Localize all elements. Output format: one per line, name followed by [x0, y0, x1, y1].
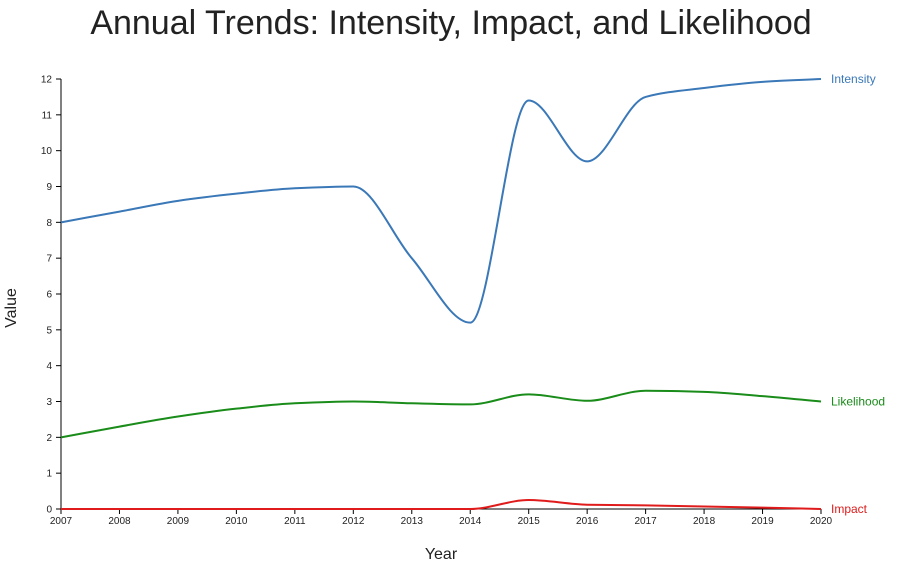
x-tick-label: 2017 — [634, 516, 657, 527]
x-tick-label: 2012 — [342, 516, 365, 527]
x-tick-label: 2011 — [284, 516, 306, 527]
x-tick-label: 2018 — [693, 516, 716, 527]
x-tick-label: 2016 — [576, 516, 599, 527]
series-line-impact — [60, 499, 822, 511]
y-tick-label: 1 — [46, 469, 52, 480]
x-axis-title: Year — [425, 546, 458, 563]
series-line-likelihood — [60, 389, 822, 439]
y-tick-label: 11 — [42, 110, 53, 121]
series-labels: Intensity Likelihood Impact — [831, 72, 885, 516]
y-tick-label: 3 — [46, 397, 52, 408]
y-tick-label: 2 — [46, 433, 52, 444]
series-line-intensity — [60, 78, 822, 324]
series-label-likelihood: Likelihood — [831, 395, 885, 409]
y-axis-title: Value — [3, 288, 20, 328]
x-tick-label: 2015 — [518, 516, 541, 527]
x-tick-label: 2019 — [751, 516, 774, 527]
y-tick-label: 0 — [46, 505, 52, 516]
x-tick-label: 2013 — [401, 516, 424, 527]
y-tick-label: 10 — [41, 146, 53, 157]
y-tick-label: 9 — [46, 182, 52, 193]
x-tick-label: 2009 — [167, 516, 190, 527]
y-tick-label: 7 — [46, 254, 52, 265]
series-lines — [60, 78, 822, 511]
series-label-intensity: Intensity — [831, 72, 876, 86]
y-tick-label: 5 — [46, 325, 52, 336]
y-tick-label: 12 — [41, 75, 53, 86]
x-tick-label: 2020 — [810, 516, 833, 527]
x-tick-label: 2010 — [225, 516, 248, 527]
series-label-impact: Impact — [831, 502, 868, 516]
chart-title: Annual Trends: Intensity, Impact, and Li… — [90, 4, 812, 42]
y-tick-label: 6 — [46, 290, 52, 301]
x-tick-label: 2007 — [50, 516, 73, 527]
y-tick-label: 4 — [46, 361, 52, 372]
x-tick-label: 2014 — [459, 516, 482, 527]
x-tick-label: 2008 — [108, 516, 131, 527]
y-tick-label: 8 — [46, 218, 52, 229]
